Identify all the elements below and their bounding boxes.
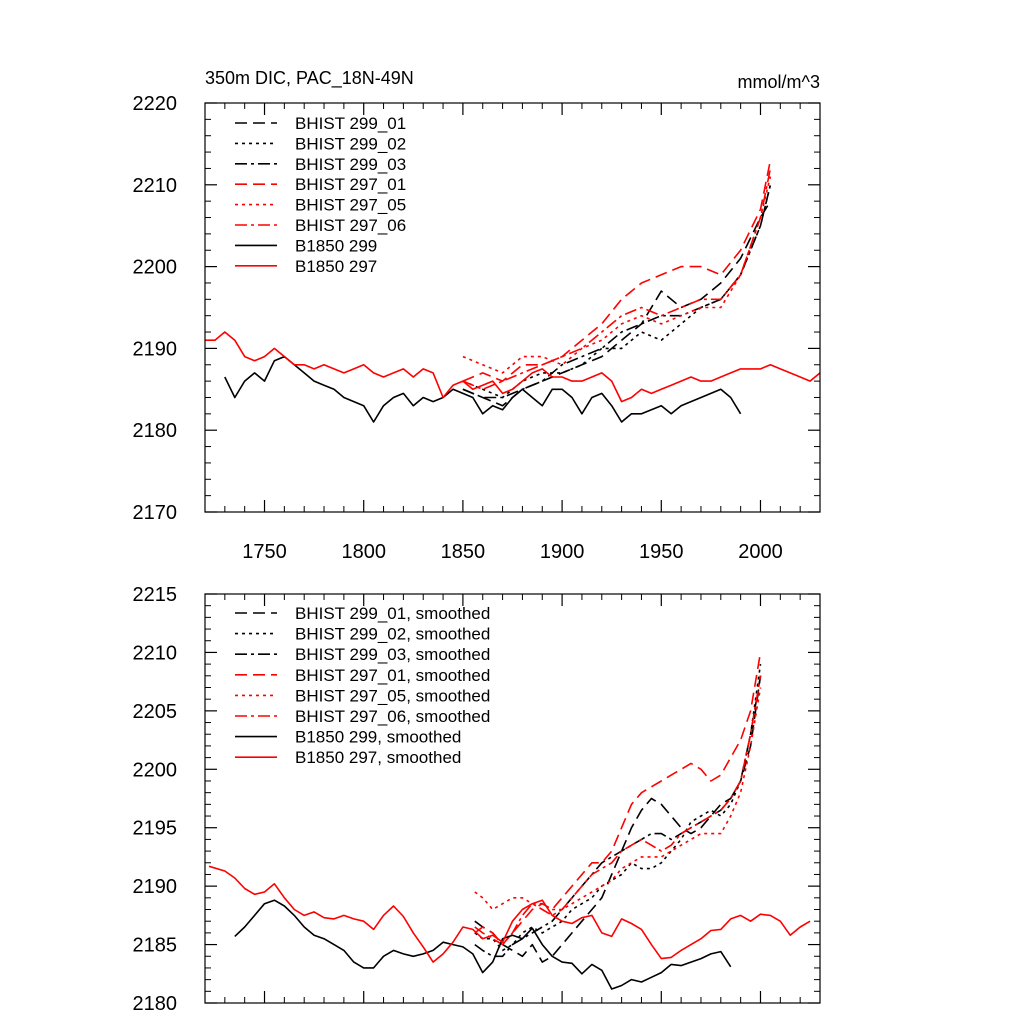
legend-label: BHIST 297_05 (295, 196, 406, 215)
series-line-6 (462, 168, 772, 391)
series-line-2 (462, 184, 772, 399)
legend-label: B1850 297 (295, 257, 377, 276)
legend-label: BHIST 297_06 (295, 216, 406, 235)
series-line-8 (208, 865, 811, 963)
legend-label: BHIST 299_02, smoothed (295, 625, 490, 644)
series-line-1 (474, 675, 762, 963)
series-line-5 (474, 687, 762, 911)
top-chart-panel: 2170 2180 2190 2200 2210 2220 1750 1800 1850 1900… (133, 93, 821, 563)
legend-label: BHIST 297_01 (295, 175, 406, 194)
x-tick-label: 1900 (540, 541, 585, 563)
series-line-3 (462, 184, 772, 399)
x-tick-label: 1850 (441, 541, 486, 563)
plot-frame (204, 102, 821, 513)
y-tick-label: 2170 (133, 502, 178, 524)
y-tick-label: 2195 (133, 818, 178, 840)
series-line-3 (474, 675, 762, 958)
series-line-5 (462, 176, 772, 374)
y-tick-label: 2210 (133, 175, 178, 197)
y-tick-label: 2190 (133, 338, 178, 360)
legend-label: B1850 299, smoothed (295, 728, 461, 747)
legend-label: BHIST 299_03 (295, 155, 406, 174)
legend-label: B1850 299 (295, 236, 377, 255)
y-tick-label: 2180 (133, 993, 178, 1015)
x-tick-label: 2000 (738, 541, 783, 563)
x-tick-label: 1950 (639, 541, 684, 563)
top-chart-units: mmol/m^3 (738, 72, 820, 92)
x-tick-label: 1800 (341, 541, 386, 563)
top-chart-title: 350m DIC, PAC_18N-49N (205, 68, 414, 89)
plot-frame (204, 593, 821, 1004)
legend-label: BHIST 299_03, smoothed (295, 645, 490, 664)
series-line-4 (474, 652, 762, 946)
y-tick-label: 2200 (133, 759, 178, 781)
legend-label: BHIST 297_05, smoothed (295, 686, 490, 705)
legend-label: B1850 297, smoothed (295, 748, 461, 767)
legend-label: BHIST 299_01 (295, 114, 406, 133)
series-line-7 (224, 355, 742, 423)
series-line-4 (462, 160, 772, 382)
legend-label: BHIST 297_06, smoothed (295, 707, 490, 726)
y-tick-label: 2210 (133, 642, 178, 664)
bottom-chart-panel: 2180 2185 2190 2195 2200 2205 2210 2215 BHIST 29… (133, 584, 821, 1015)
legend-label: BHIST 299_02 (295, 134, 406, 153)
x-tick-label: 1750 (242, 541, 287, 563)
y-tick-label: 2190 (133, 876, 178, 898)
y-tick-label: 2205 (133, 701, 178, 723)
series-line-2 (474, 663, 762, 952)
series-line-8 (205, 331, 820, 403)
series-line-6 (474, 675, 762, 946)
y-tick-label: 2220 (133, 93, 178, 115)
y-tick-label: 2215 (133, 584, 178, 606)
y-tick-label: 2180 (133, 420, 178, 442)
legend-label: BHIST 297_01, smoothed (295, 666, 490, 685)
y-tick-label: 2185 (133, 935, 178, 957)
y-tick-label: 2200 (133, 257, 178, 279)
series-line-7 (234, 899, 732, 990)
legend-label: BHIST 299_01, smoothed (295, 604, 490, 623)
